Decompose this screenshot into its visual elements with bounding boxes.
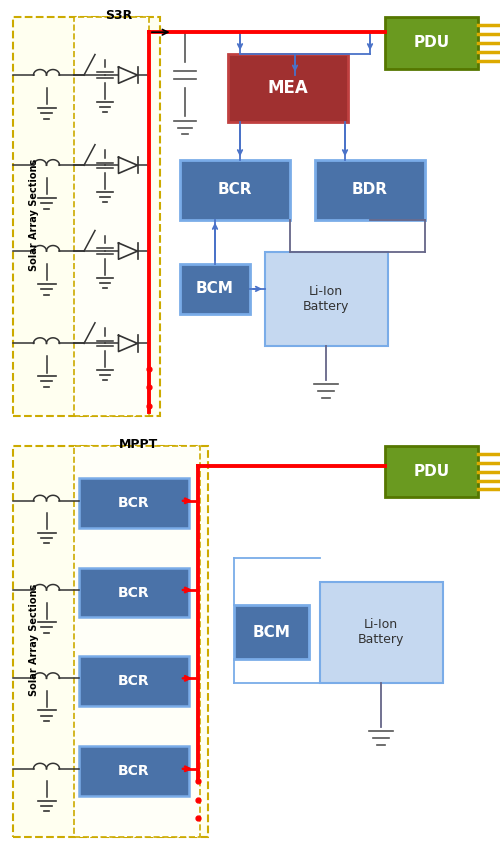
Text: PDU: PDU [413,464,450,479]
Text: BCR: BCR [118,586,150,599]
FancyBboxPatch shape [385,446,478,496]
FancyBboxPatch shape [79,746,189,796]
FancyBboxPatch shape [12,446,207,837]
FancyBboxPatch shape [265,252,388,346]
FancyBboxPatch shape [12,17,160,416]
Text: BCR: BCR [118,764,150,779]
Text: Li-Ion
Battery: Li-Ion Battery [303,285,350,313]
Text: BDR: BDR [352,182,388,197]
Text: Li-Ion
Battery: Li-Ion Battery [358,618,405,646]
FancyBboxPatch shape [320,581,442,683]
Text: PDU: PDU [413,36,450,50]
FancyBboxPatch shape [180,264,250,314]
Text: BCM: BCM [196,281,234,297]
FancyBboxPatch shape [385,17,478,69]
FancyBboxPatch shape [79,479,189,528]
FancyBboxPatch shape [315,160,425,220]
Text: S3R: S3R [105,9,132,22]
FancyBboxPatch shape [74,17,149,416]
Text: MPPT: MPPT [119,439,158,451]
FancyBboxPatch shape [228,54,348,122]
Text: Solar Array Sections: Solar Array Sections [29,583,39,696]
Text: BCM: BCM [252,625,290,639]
Text: BCR: BCR [118,674,150,688]
Text: BCR: BCR [218,182,252,197]
Text: Solar Array Sections: Solar Array Sections [29,158,39,271]
FancyBboxPatch shape [234,604,309,660]
FancyBboxPatch shape [74,446,200,837]
FancyBboxPatch shape [79,656,189,706]
FancyBboxPatch shape [180,160,290,220]
Text: MEA: MEA [267,79,308,97]
Text: BCR: BCR [118,496,150,510]
FancyBboxPatch shape [79,568,189,617]
